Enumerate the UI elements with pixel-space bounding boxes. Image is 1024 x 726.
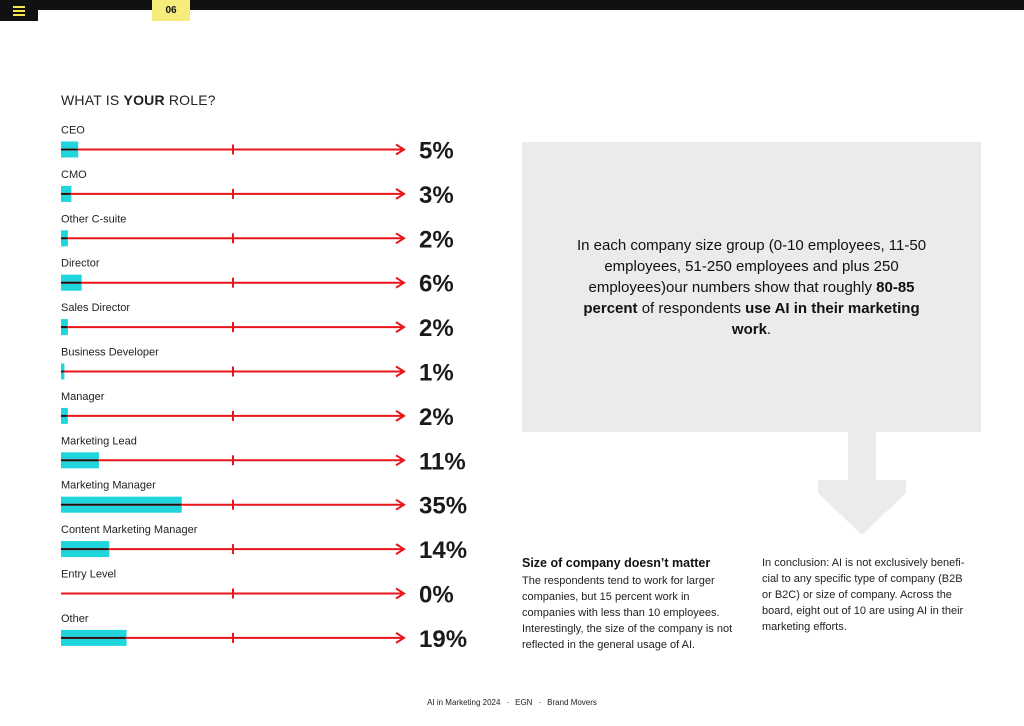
quote-end: . xyxy=(766,320,772,338)
highlight-quote: In each company size group (0-10 employe… xyxy=(572,235,931,340)
company-size-text: The respondents tend to work for larger … xyxy=(522,575,733,651)
down-arrow-icon xyxy=(818,432,906,535)
value-label-sales-director: 2% xyxy=(419,315,454,342)
chart-question: WHAT IS YOUR ROLE? xyxy=(61,92,216,108)
value-label-ceo: 5% xyxy=(419,138,454,165)
conclusion-column: In conclusion: AI is not exclusively ben… xyxy=(762,555,974,635)
bar-marketing-lead xyxy=(61,452,99,469)
bar-label-business-developer: Business Developer xyxy=(61,347,159,359)
value-label-content-marketing-manager: 14% xyxy=(419,537,467,564)
value-label-business-developer: 1% xyxy=(419,360,454,387)
value-label-manager: 2% xyxy=(419,404,454,431)
bar-sales-director xyxy=(61,319,68,336)
bar-label-other-c-suite: Other C-suite xyxy=(61,213,126,225)
value-label-entry-level: 0% xyxy=(419,582,454,609)
bar-other xyxy=(61,629,127,646)
bar-content-marketing-manager xyxy=(61,541,110,558)
value-label-cmo: 3% xyxy=(419,182,454,209)
bar-label-sales-director: Sales Director xyxy=(61,302,130,314)
bar-label-director: Director xyxy=(61,258,100,270)
bar-business-developer xyxy=(61,363,65,380)
highlight-quote-box: In each company size group (0-10 employe… xyxy=(522,142,981,432)
bar-manager xyxy=(61,407,68,424)
top-bar xyxy=(0,0,1024,10)
bar-ceo xyxy=(61,141,79,158)
value-label-other: 19% xyxy=(419,626,467,653)
bar-cmo xyxy=(61,185,72,202)
arrowhead-other-c-suite xyxy=(395,232,406,245)
arrowhead-content-marketing-manager xyxy=(395,543,406,555)
arrowhead-cmo xyxy=(395,188,406,200)
quote-bold-1: 80-85 percent xyxy=(583,278,915,317)
bar-label-ceo: CEO xyxy=(61,125,85,137)
hamburger-menu-icon xyxy=(13,5,25,16)
page-footer: AI in Marketing 2024 · EGN · Brand Movers xyxy=(0,698,1024,707)
footer-publication: AI in Marketing 2024 xyxy=(427,698,501,707)
bar-label-entry-level: Entry Level xyxy=(61,569,116,581)
arrowhead-marketing-manager xyxy=(395,498,406,511)
value-label-marketing-manager: 35% xyxy=(419,493,467,520)
question-emphasis: YOUR xyxy=(123,92,165,108)
arrowhead-ceo xyxy=(395,143,406,156)
bar-label-other: Other xyxy=(61,613,89,625)
footer-brand: Brand Movers xyxy=(547,698,597,707)
footer-egn: EGN xyxy=(515,698,533,707)
arrowhead-business-developer xyxy=(395,365,406,378)
arrowhead-director xyxy=(395,276,406,289)
bar-label-cmo: CMO xyxy=(61,169,87,181)
bar-label-marketing-manager: Marketing Manager xyxy=(61,480,156,492)
value-label-marketing-lead: 11% xyxy=(419,448,466,475)
menu-button[interactable] xyxy=(0,0,38,21)
arrowhead-marketing-lead xyxy=(395,454,406,467)
quote-text-2: of respondents xyxy=(637,299,746,317)
value-label-director: 6% xyxy=(419,271,454,298)
footer-separator: · xyxy=(506,698,510,707)
company-size-title: Size of company doesn’t matter xyxy=(522,556,711,570)
arrowhead-sales-director xyxy=(395,321,406,333)
page-number: 06 xyxy=(152,0,190,21)
question-prefix: WHAT IS xyxy=(61,92,124,108)
quote-bold-2: use AI in their marketing work xyxy=(731,299,920,338)
bar-marketing-manager xyxy=(61,496,182,513)
arrowhead-entry-level xyxy=(395,587,406,600)
bar-other-c-suite xyxy=(61,230,68,247)
bar-label-manager: Manager xyxy=(61,391,105,403)
footer-separator: · xyxy=(538,698,542,707)
arrowhead-other xyxy=(395,632,406,644)
value-label-other-c-suite: 2% xyxy=(419,226,454,253)
company-size-column: Size of company doesn’t matter The respo… xyxy=(522,555,734,653)
bar-director xyxy=(61,274,82,291)
quote-text-1: In each company size group (0-10 employe… xyxy=(576,236,927,296)
conclusion-text: In conclusion: AI is not exclusively ben… xyxy=(762,557,965,633)
arrowhead-manager xyxy=(395,410,406,422)
bar-label-content-marketing-manager: Content Marketing Manager xyxy=(61,524,198,536)
question-suffix: ROLE? xyxy=(164,92,216,108)
bar-label-marketing-lead: Marketing Lead xyxy=(61,435,137,447)
